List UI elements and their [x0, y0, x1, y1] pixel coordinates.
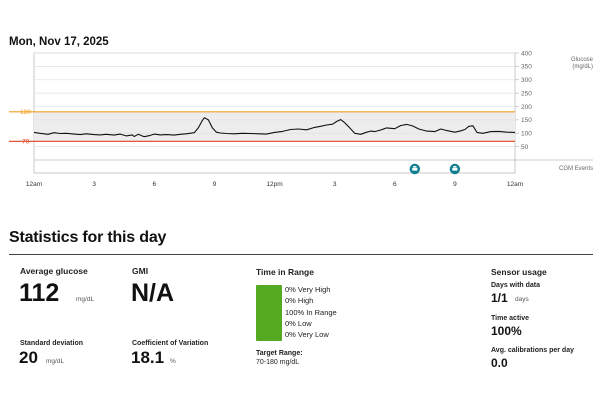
meal-icon-glyph — [452, 167, 458, 171]
calibrations-value: 0.0 — [491, 356, 508, 370]
time-in-range-label: Time in Range — [256, 267, 314, 277]
glucose-chart: 50 100 150 200 250 300 350 400 180 70 Glucose(mg/d… — [9, 50, 594, 188]
tir-in-range: 100% In Range — [285, 307, 337, 317]
gmi-value: N/A — [131, 279, 175, 307]
tir-low: 0% Low — [285, 318, 312, 328]
days-with-data-value: 1/1 — [491, 291, 508, 305]
x-tick-label: 6 — [152, 181, 156, 188]
y-tick-label: 50 — [521, 144, 529, 151]
avg-glucose-unit: mg/dL — [76, 296, 95, 303]
y-tick-label: 300 — [521, 77, 532, 84]
x-tick-label: 12am — [26, 181, 42, 188]
y-tick-label: 400 — [521, 50, 532, 57]
y-axis-unit: (mg/dL) — [572, 64, 593, 70]
target-band — [34, 111, 515, 142]
x-tick-label: 12pm — [266, 181, 282, 188]
days-with-data-unit: days — [515, 296, 529, 303]
y-tick-label: 150 — [521, 117, 532, 124]
days-with-data-label: Days with data — [491, 282, 541, 289]
y-tick-label: 350 — [521, 64, 532, 71]
cv-unit: % — [170, 358, 176, 365]
sd-value: 20 — [19, 348, 38, 367]
y-tick-label: 200 — [521, 104, 532, 111]
gmi-label: GMI — [132, 266, 149, 276]
x-tick-label: 9 — [213, 181, 217, 188]
cv-value: 18.1 — [131, 348, 165, 367]
sd-unit: mg/dL — [46, 358, 65, 365]
y-tick-label: 100 — [521, 131, 532, 138]
glucose-series-line — [33, 117, 516, 138]
tir-high: 0% High — [285, 296, 314, 306]
statistics-heading: Statistics for this day — [9, 229, 167, 246]
avg-glucose-label: Average glucose — [20, 266, 88, 276]
calibrations-label: Avg. calibrations per day — [491, 347, 574, 354]
sd-label: Standard deviation — [20, 340, 84, 347]
meal-icon-glyph — [412, 167, 418, 171]
time-active-label: Time active — [491, 315, 530, 322]
tir-very-high: 0% Very High — [285, 285, 331, 294]
meal-icon-glyph-top — [413, 166, 417, 168]
events-label: CGM Events — [559, 166, 593, 172]
x-tick-label: 9 — [453, 181, 457, 188]
divider — [9, 254, 593, 255]
page-title: Mon, Nov 17, 2025 — [9, 36, 109, 48]
target-range-value: 70-180 mg/dL — [256, 359, 300, 366]
x-tick-label: 3 — [333, 181, 337, 188]
meal-icon-glyph-top — [453, 166, 457, 168]
y-tick-label: 250 — [521, 90, 532, 97]
x-tick-label: 6 — [393, 181, 397, 188]
x-tick-label: 12am — [507, 181, 523, 188]
target-range-label: Target Range: — [256, 350, 303, 357]
target-high-label: 180 — [20, 109, 31, 116]
cv-label: Coefficient of Variation — [132, 340, 209, 347]
tir-very-low: 0% Very Low — [285, 330, 329, 340]
sensor-usage-label: Sensor usage — [491, 267, 547, 277]
y-axis-label: Glucose — [571, 57, 594, 63]
time-in-range-list: 0% Very High 0% High 100% In Range 0% Lo… — [285, 284, 337, 340]
x-tick-label: 3 — [92, 181, 96, 188]
time-active-value: 100% — [491, 324, 522, 338]
avg-glucose-value: 112 — [19, 279, 60, 307]
target-low-label: 70 — [22, 139, 30, 146]
time-in-range-bar — [256, 285, 282, 341]
